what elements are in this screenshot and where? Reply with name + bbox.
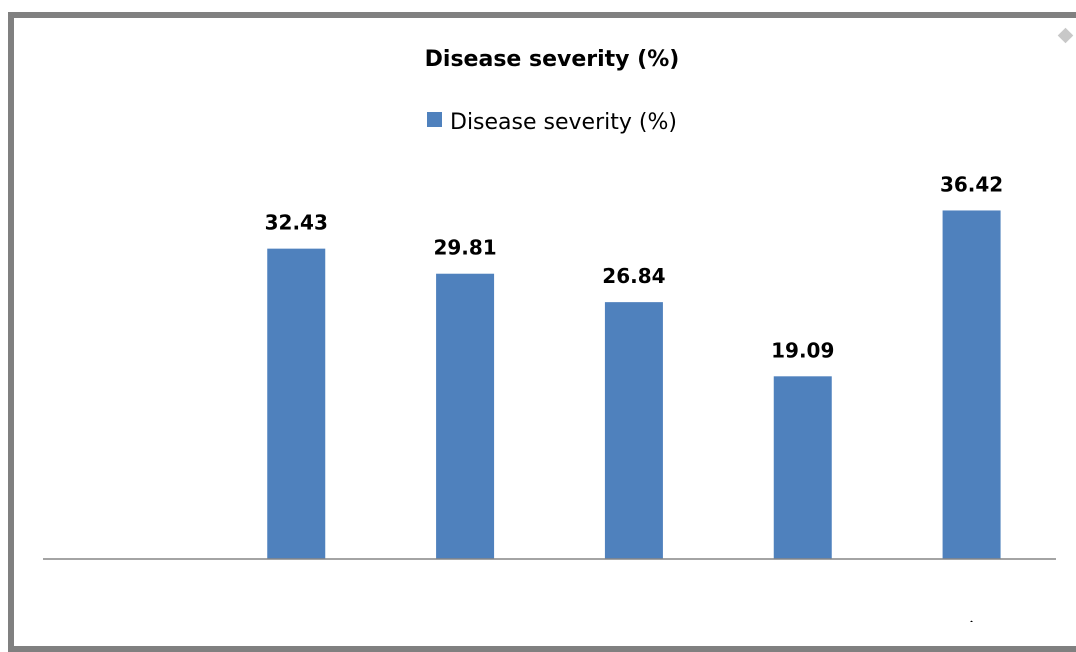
chart-frame <box>8 12 1076 652</box>
bar-TR1 <box>267 248 326 559</box>
bar-TR3 <box>604 302 663 559</box>
data-label-ole: 19.09 <box>771 338 834 362</box>
x-tick-label-ole: ole <box>780 617 818 622</box>
data-label-TR2: 29.81 <box>433 236 496 260</box>
bar-ole <box>773 376 832 559</box>
data-label-trol: 36.42 <box>940 172 1003 196</box>
bar-chart: Disease severity (%) Disease severity (%… <box>43 47 1056 622</box>
x-tick-label-trol: trol <box>947 617 988 622</box>
data-labels: 32.43 29.81 26.84 19.09 36.42 <box>265 172 1004 362</box>
x-tick-label-TR2: TR2 <box>435 617 480 622</box>
bar-TR2 <box>436 273 495 559</box>
x-tick-label-TR1: TR1 <box>267 617 312 622</box>
chart-title: Disease severity (%) <box>425 47 680 72</box>
x-tick-label-TR3: TR3 <box>604 617 649 622</box>
x-tick-labels: TR1 TR2 TR3 ole trol <box>267 617 987 622</box>
legend-label: Disease severity (%) <box>450 110 677 135</box>
bar-trol <box>942 210 1001 559</box>
legend: Disease severity (%) <box>427 110 677 135</box>
data-label-TR3: 26.84 <box>602 264 665 288</box>
bars <box>267 210 1001 559</box>
legend-swatch <box>427 112 442 127</box>
data-label-TR1: 32.43 <box>265 211 328 235</box>
